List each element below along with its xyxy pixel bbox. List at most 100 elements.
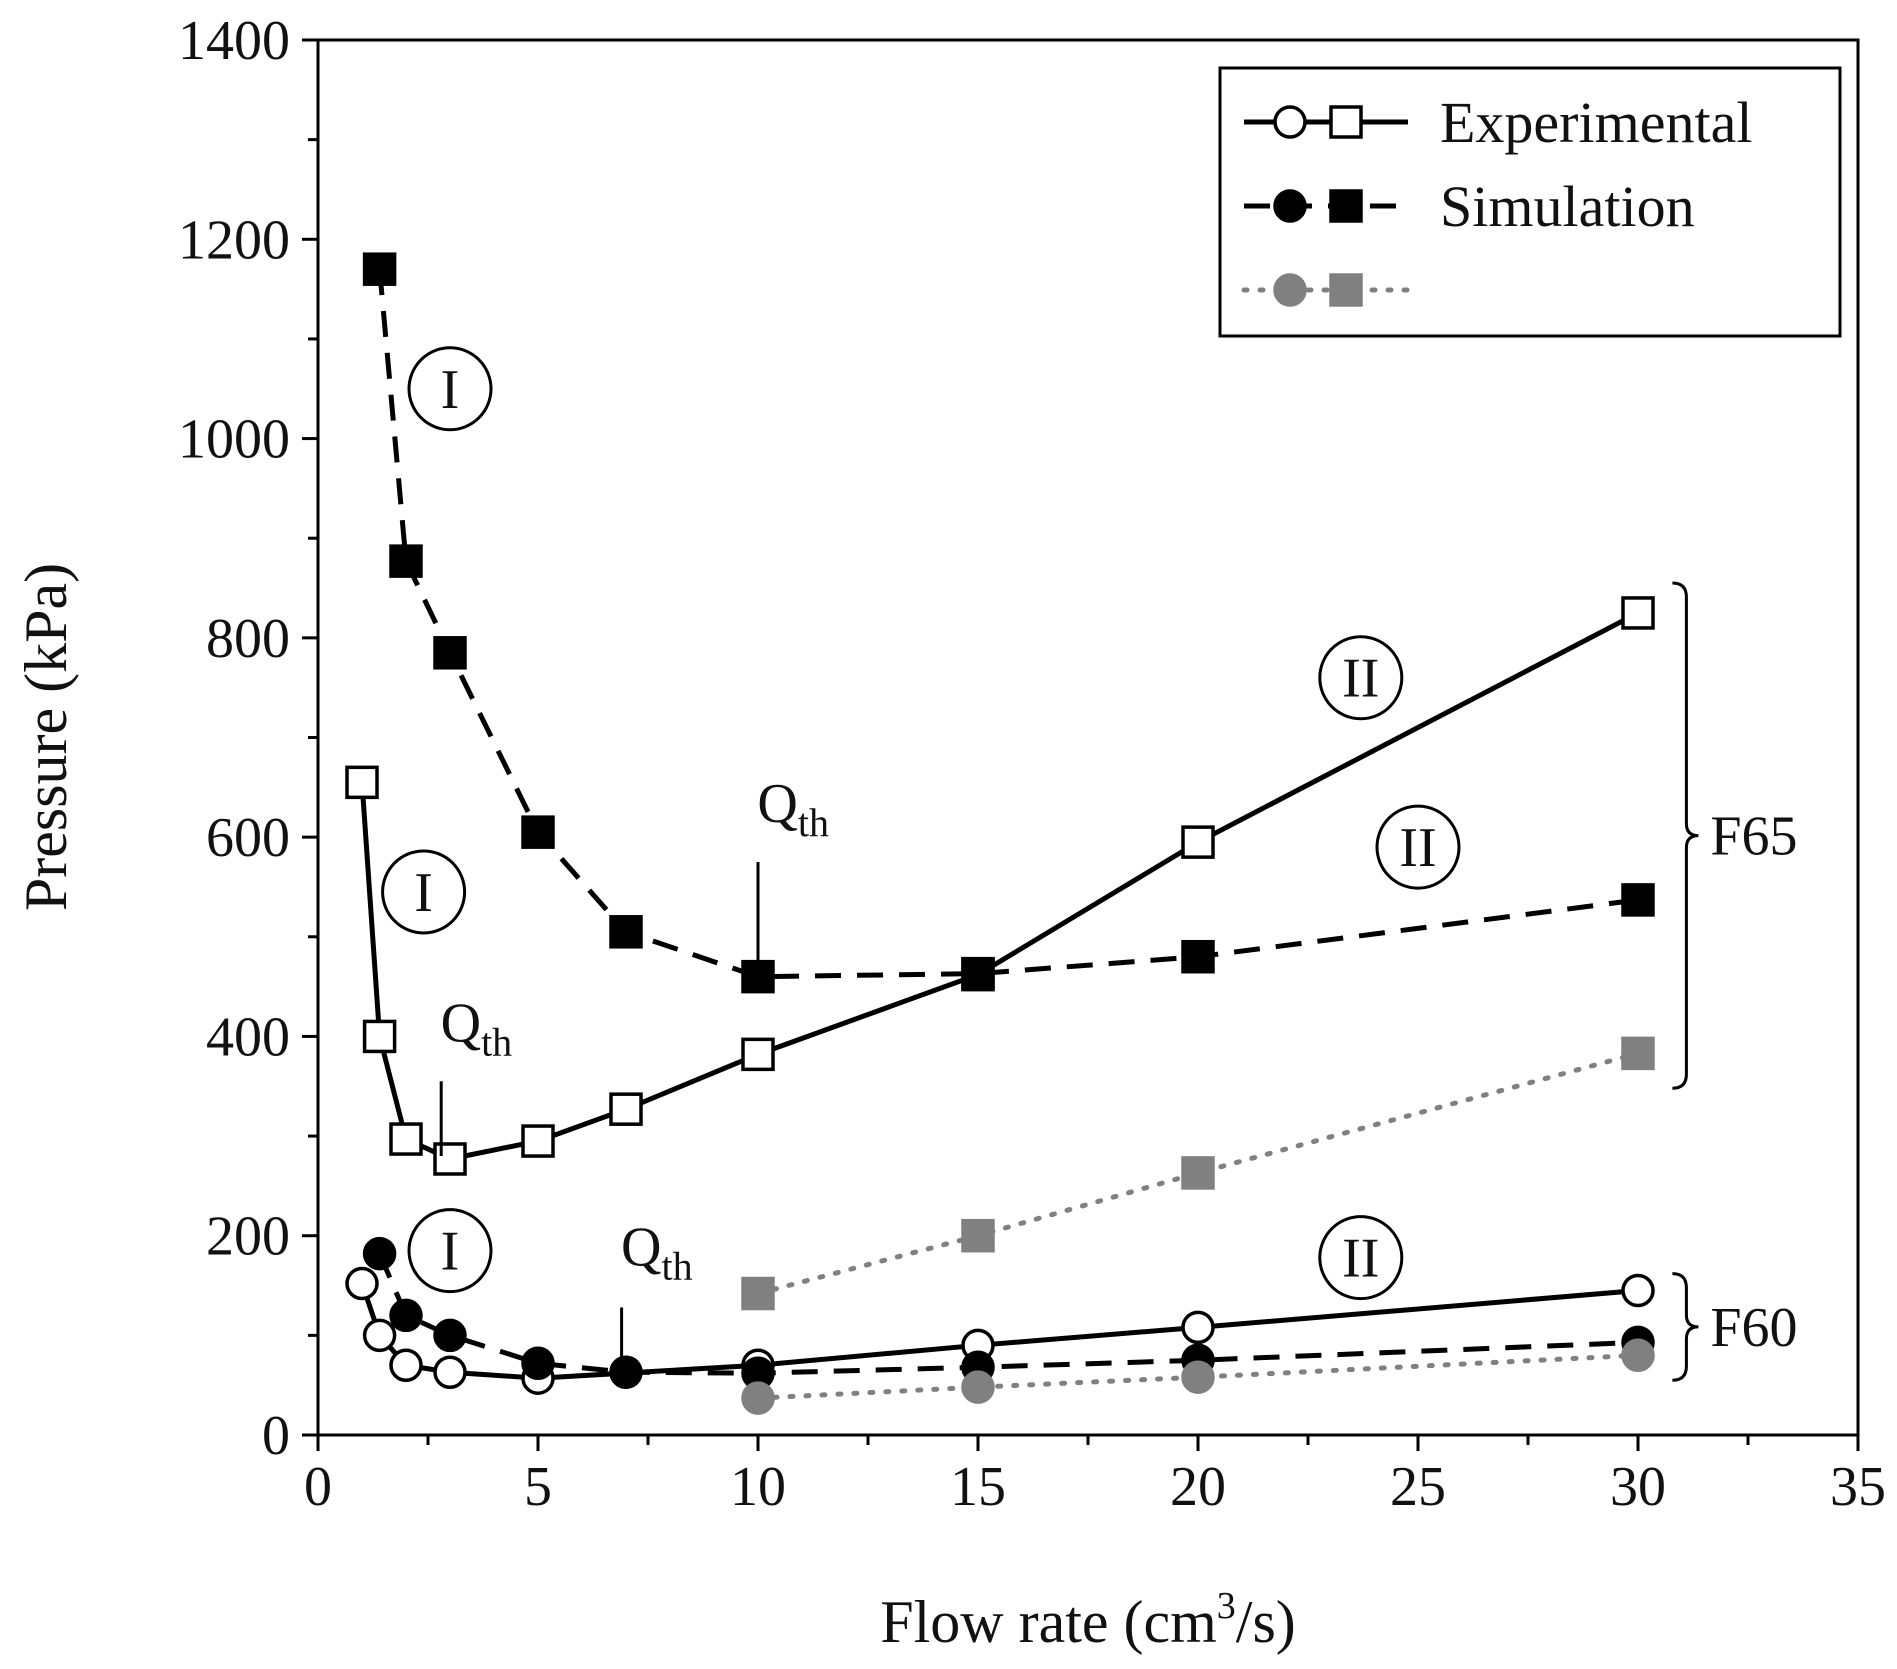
region-circle <box>407 1208 493 1294</box>
x-tick-label: 30 <box>1610 1456 1666 1518</box>
data-point-square <box>1621 883 1655 917</box>
data-point-square <box>961 1218 995 1253</box>
data-point-circle <box>433 1318 467 1353</box>
region-circle <box>407 346 493 432</box>
threshold-label-sub: th <box>661 1244 692 1289</box>
series-simulation-f60-gray <box>741 1338 1655 1415</box>
legend-items: Experimental Simulation <box>1241 90 1752 307</box>
data-point-circle <box>1181 1310 1215 1345</box>
legend-marker-circle <box>1273 105 1307 139</box>
data-point-circle <box>1621 1338 1655 1373</box>
x-tick-label: 10 <box>730 1456 786 1518</box>
legend-marker-circle <box>1273 189 1307 223</box>
legend-entry <box>1241 273 1411 307</box>
series-simulation-f60 <box>362 1236 1655 1390</box>
x-tick-label: 5 <box>524 1456 552 1518</box>
series-experimental-f60 <box>345 1266 1655 1395</box>
region-label-text: II <box>1399 817 1436 879</box>
threshold-label-q: Q <box>621 1217 661 1279</box>
axes: 0 5 10 15 20 25 30 35 0 200 400 600 800 1000 1200 1400 <box>178 10 1886 1518</box>
region-label-text: II <box>1342 1228 1379 1290</box>
bracket-path <box>1672 581 1699 1090</box>
region-circle <box>1375 804 1461 890</box>
data-point-square <box>433 1142 467 1176</box>
data-point-square <box>389 1122 423 1156</box>
data-point-circle <box>389 1348 423 1382</box>
threshold-label-text: Qth <box>621 1217 693 1289</box>
legend-entry: Experimental <box>1244 90 1752 155</box>
group-bracket-f60: F60 <box>1672 1272 1798 1382</box>
data-point-circle <box>961 1370 995 1404</box>
series-simulation-f65 <box>362 252 1655 994</box>
x-axis-title: Flow rate (cm3/s) <box>880 1585 1296 1655</box>
bracket-layer: F65 F60 <box>1672 581 1798 1382</box>
region-label-text: II <box>1342 648 1379 710</box>
data-point-circle <box>609 1355 643 1389</box>
region-label-text: I <box>414 862 433 924</box>
legend-label: Experimental <box>1440 90 1752 155</box>
x-axis-title-tail: /s) <box>1236 1589 1296 1655</box>
data-point-square <box>362 1019 397 1054</box>
region-label: II <box>1375 804 1461 890</box>
x-tick-label: 0 <box>304 1456 332 1518</box>
x-axis-title-main: Flow rate (cm <box>880 1589 1217 1655</box>
bracket-label: F65 <box>1710 806 1797 868</box>
data-point-square <box>345 765 379 800</box>
threshold-label-sub: th <box>798 800 829 845</box>
series-simulation-f65-gray <box>741 1036 1655 1311</box>
legend-entry: Simulation <box>1244 174 1695 239</box>
y-tick-label: 1000 <box>178 409 290 471</box>
data-point-square <box>961 956 995 991</box>
x-axis-title-sup: 3 <box>1217 1585 1236 1627</box>
series-layer <box>345 252 1655 1415</box>
x-ticks: 0 5 10 15 20 25 30 35 <box>304 1435 1886 1518</box>
threshold-label: Qth <box>439 992 512 1156</box>
series-line <box>755 1050 1641 1297</box>
threshold-label-sub: th <box>481 1019 512 1064</box>
legend-marker-square <box>1329 189 1363 223</box>
region-label: I <box>381 849 467 935</box>
region-circle <box>1318 1215 1404 1301</box>
threshold-label-q: Q <box>441 992 481 1054</box>
data-point-circle <box>521 1346 555 1381</box>
region-label-text: I <box>441 1221 460 1283</box>
data-point-square <box>1181 939 1215 974</box>
data-point-square <box>609 1092 643 1126</box>
data-point-square <box>362 252 397 286</box>
region-label: I <box>407 1208 493 1294</box>
y-axis-title: Pressure (kPa) <box>13 563 79 911</box>
data-point-circle <box>741 1381 775 1415</box>
data-point-square <box>389 544 423 578</box>
data-point-square <box>433 636 467 670</box>
legend-marker-square <box>1329 105 1363 139</box>
legend: Experimental Simulation <box>1218 66 1842 338</box>
data-point-circle <box>362 1236 397 1271</box>
data-point-circle <box>389 1298 423 1333</box>
y-tick-label: 600 <box>206 807 290 869</box>
region-circle <box>1318 635 1404 721</box>
bracket-label: F60 <box>1710 1297 1797 1359</box>
y-tick-label: 1200 <box>178 209 290 271</box>
y-tick-label: 0 <box>262 1405 290 1467</box>
threshold-label: Qth <box>756 773 829 975</box>
region-circle <box>381 849 467 935</box>
data-point-square <box>609 915 643 949</box>
threshold-label-text: Qth <box>757 773 829 845</box>
data-point-square <box>741 1276 775 1311</box>
data-point-square <box>521 1124 555 1158</box>
data-point-circle <box>433 1355 467 1389</box>
region-label: II <box>1318 1215 1404 1301</box>
region-label-text: I <box>441 359 460 421</box>
threshold-label-q: Q <box>757 773 797 835</box>
y-tick-label: 1400 <box>178 10 290 72</box>
x-tick-label: 15 <box>950 1456 1006 1518</box>
data-point-square <box>741 1037 775 1072</box>
data-point-square <box>1181 825 1215 859</box>
legend-marker-circle <box>1273 273 1307 307</box>
series-experimental-f65 <box>345 596 1655 1176</box>
region-label: II <box>1318 635 1404 721</box>
y-tick-label: 800 <box>206 608 290 670</box>
bracket-path <box>1672 1272 1699 1382</box>
data-point-square <box>1621 596 1655 630</box>
